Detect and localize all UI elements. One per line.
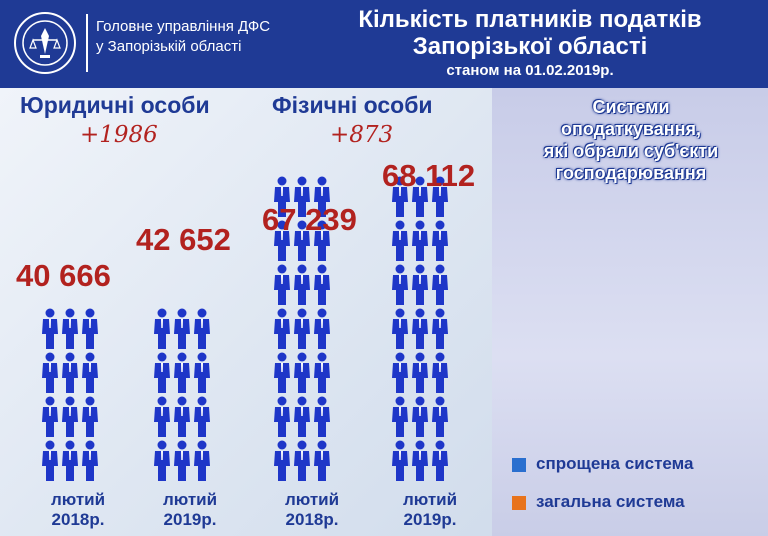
person-figure-icon — [174, 308, 190, 349]
person-figure-icon — [314, 396, 330, 437]
person-figure-icon — [62, 396, 78, 437]
person-figure-icon — [42, 308, 58, 349]
person-figure-icon — [432, 352, 448, 393]
person-figure-icon — [82, 352, 98, 393]
person-figure-icon — [412, 352, 428, 393]
person-figure-icon — [392, 176, 408, 217]
person-figure-icon — [274, 264, 290, 305]
person-figure-icon — [392, 220, 408, 261]
person-figure-icon — [432, 396, 448, 437]
person-figure-icon — [294, 264, 310, 305]
bar-figure-column — [392, 176, 448, 481]
person-figure-icon — [392, 396, 408, 437]
person-figure-icon — [154, 352, 170, 393]
person-figure-icon — [432, 220, 448, 261]
person-figure-icon — [412, 396, 428, 437]
person-figure-icon — [294, 396, 310, 437]
person-figure-icon — [82, 440, 98, 481]
person-figure-icon — [82, 308, 98, 349]
person-figure-icon — [62, 352, 78, 393]
person-figure-icon — [82, 396, 98, 437]
person-figure-icon — [194, 352, 210, 393]
person-figure-icon — [314, 352, 330, 393]
person-figure-icon — [412, 264, 428, 305]
pie-chart-title: Системи оподаткування, які обрали суб'єк… — [543, 97, 719, 183]
person-figure-icon — [412, 176, 428, 217]
group-label-legal-entities: Юридичні особи — [20, 92, 210, 118]
person-figure-icon — [294, 352, 310, 393]
person-figure-icon — [42, 440, 58, 481]
bar-period-label: лютий 2018р. — [50, 490, 106, 529]
group-label-individuals: Фізичні особи — [272, 92, 433, 118]
person-figure-icon — [314, 264, 330, 305]
person-figure-icon — [194, 396, 210, 437]
person-figure-icon — [274, 220, 290, 261]
bar-period-label: лютий 2019р. — [162, 490, 218, 529]
person-figure-icon — [392, 308, 408, 349]
person-figure-icon — [194, 308, 210, 349]
person-figure-icon — [314, 220, 330, 261]
date-subtitle: станом на 01.02.2019р. — [446, 62, 614, 79]
person-figure-icon — [412, 220, 428, 261]
person-figure-icon — [274, 440, 290, 481]
bar-value-label: 67 239 — [262, 202, 357, 237]
person-figure-icon — [412, 440, 428, 481]
page-title-line1: Кількість платників податків — [358, 6, 702, 33]
person-figure-icon — [174, 440, 190, 481]
person-figure-icon — [194, 440, 210, 481]
bar-value-label: 40 666 — [16, 258, 111, 293]
bar-period-label: лютий 2018р. — [284, 490, 340, 529]
person-figure-icon — [154, 396, 170, 437]
person-figure-icon — [274, 308, 290, 349]
person-figure-icon — [62, 308, 78, 349]
person-figure-icon — [274, 176, 290, 217]
group-change-legal-entities: +1986 — [80, 122, 158, 148]
bar-value-label: 42 652 — [136, 222, 231, 257]
person-figure-icon — [274, 396, 290, 437]
organization-name-line1: Головне управління ДФС — [96, 18, 271, 35]
person-figure-icon — [314, 308, 330, 349]
person-figure-icon — [432, 440, 448, 481]
person-figure-icon — [154, 308, 170, 349]
person-figure-icon — [62, 440, 78, 481]
legend-label-general: загальна система — [536, 492, 685, 511]
person-figure-icon — [274, 352, 290, 393]
legend-label-simplified: спрощена система — [536, 454, 694, 473]
person-figure-icon — [314, 440, 330, 481]
person-figure-icon — [42, 396, 58, 437]
bar-figure-column — [154, 308, 210, 481]
person-figure-icon — [174, 396, 190, 437]
person-figure-icon — [154, 440, 170, 481]
person-figure-icon — [392, 352, 408, 393]
header-divider — [86, 14, 88, 72]
legend-swatch-simplified — [512, 458, 526, 472]
legend-swatch-general — [512, 496, 526, 510]
person-figure-icon — [294, 440, 310, 481]
person-figure-icon — [432, 264, 448, 305]
person-figure-icon — [174, 352, 190, 393]
organization-name-line2: у Запорізькій області — [96, 38, 242, 55]
group-change-individuals: +873 — [330, 122, 394, 148]
person-figure-icon — [314, 176, 330, 217]
person-figure-icon — [392, 440, 408, 481]
person-figure-icon — [392, 264, 408, 305]
bar-value-label: 68 112 — [382, 158, 476, 193]
tax-systems-panel — [492, 88, 768, 536]
bar-period-label: лютий 2019р. — [402, 490, 458, 529]
person-figure-icon — [42, 352, 58, 393]
person-figure-icon — [432, 308, 448, 349]
bar-figure-column — [42, 308, 98, 481]
tax-service-emblem-icon — [14, 12, 76, 74]
people-figures — [42, 176, 448, 481]
person-figure-icon — [294, 176, 310, 217]
person-figure-icon — [432, 176, 448, 217]
bar-figure-column — [274, 176, 330, 481]
header-banner: Головне управління ДФС у Запорізькій обл… — [0, 0, 768, 88]
person-figure-icon — [412, 308, 428, 349]
person-figure-icon — [294, 308, 310, 349]
page-title-line2: Запорізької області — [412, 33, 648, 60]
person-figure-icon — [294, 220, 310, 261]
